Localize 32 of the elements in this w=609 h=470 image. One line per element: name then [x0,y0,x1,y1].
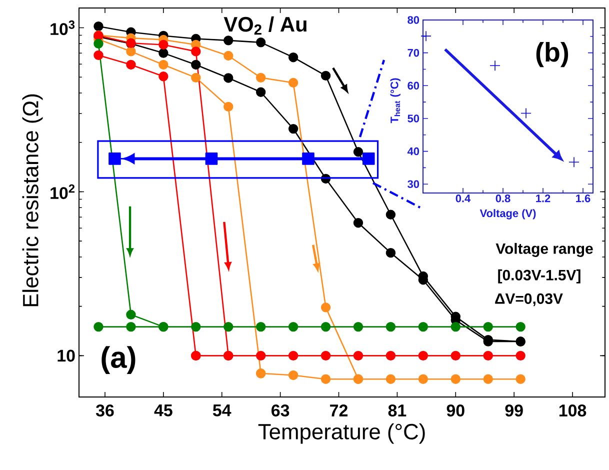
y-tick-label: 60 [408,82,420,90]
annotation: [0.03V-1.5V] [498,269,580,284]
y-tick-label: 10$^{2}$ [50,184,75,200]
x-tick-label: 1.2 [536,194,550,202]
x-tick-label: 90 [446,404,464,416]
x-tick-label: 0.8 [496,194,510,202]
x-tick-label: 36 [96,404,114,417]
annotation: Voltage range [496,242,593,257]
annotation: ΔV=0,03V [495,293,563,306]
y-tick-label: 40 [407,147,420,156]
x-tick-label: 0.4 [456,194,471,202]
y-tick-label: 50 [408,114,420,122]
y-tick-label: 70 [408,48,420,57]
x-tick-label: 81 [388,404,406,416]
annotation: (a) [102,346,136,374]
annotation: (b) [536,42,568,68]
x-tick-label: 72 [330,404,348,416]
y-tick-label: 30 [408,180,420,188]
x-tick-label: 54 [212,404,232,416]
y-tick-label: 80 [408,16,420,24]
y-tick-label: 10$^{3}$ [50,20,75,36]
x-tick-label: 45 [154,404,172,416]
x-tick-label: 99 [505,404,523,416]
annotation: VO$_{2}$ / Au [224,16,306,35]
x-axis-title: Temperature (°C) [258,423,425,444]
x-axis-title: Voltage (V) [480,209,536,220]
x-tick-label: 108 [559,404,586,416]
y-axis-title: T$_{heat}$ (°C) [390,78,400,124]
x-tick-label: 63 [272,404,290,417]
y-axis-title: Electric resistance (Ω) [22,94,43,306]
y-tick-label: 10 [58,350,75,362]
x-tick-label: 1.6 [576,194,590,202]
